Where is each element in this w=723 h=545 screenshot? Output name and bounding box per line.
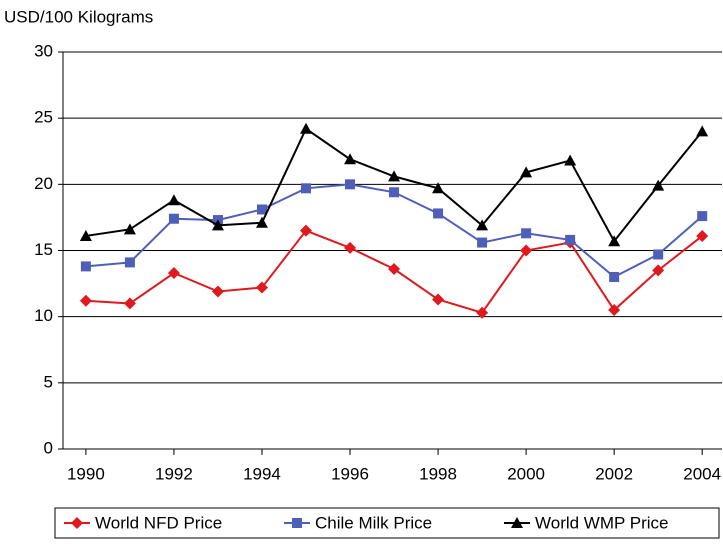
y-tick-label: 0 [44, 438, 53, 457]
data-point [608, 235, 621, 247]
y-tick-label: 5 [44, 372, 53, 391]
data-point [652, 179, 665, 191]
data-point [79, 294, 92, 307]
data-point [476, 219, 489, 231]
data-point [696, 229, 709, 242]
x-tick-label: 1990 [67, 464, 105, 483]
data-point [255, 216, 268, 228]
data-point [432, 293, 445, 306]
legend-marker [71, 517, 83, 529]
legend-label: World NFD Price [95, 513, 222, 532]
data-point [476, 306, 489, 319]
data-point [388, 263, 401, 276]
data-point [432, 182, 445, 194]
data-point [256, 204, 267, 215]
data-point [299, 224, 312, 237]
data-point [564, 154, 577, 166]
x-tick-label: 1996 [331, 464, 369, 483]
data-point [477, 237, 488, 248]
data-point [433, 208, 444, 219]
legend-box [54, 507, 720, 539]
data-point [79, 229, 92, 241]
data-point [299, 122, 312, 134]
data-point [80, 261, 91, 272]
x-tick-label: 2002 [595, 464, 633, 483]
data-point [344, 241, 357, 254]
data-point [565, 234, 576, 245]
data-point [608, 304, 621, 317]
y-tick-label: 25 [34, 108, 53, 127]
data-point [520, 244, 533, 257]
y-axis-label: USD/100 Kilograms [4, 7, 153, 26]
y-tick-label: 20 [34, 174, 53, 193]
data-point [345, 179, 356, 190]
x-tick-label: 1998 [419, 464, 457, 483]
data-point [520, 166, 533, 178]
data-point [255, 281, 268, 294]
y-tick-label: 10 [34, 306, 53, 325]
data-point [653, 249, 664, 260]
data-point [388, 170, 401, 182]
data-point [211, 219, 224, 231]
x-tick-label: 2000 [507, 464, 545, 483]
data-point [300, 183, 311, 194]
legend-marker [511, 517, 523, 528]
data-point [167, 194, 180, 206]
data-point [167, 266, 180, 279]
data-point [521, 228, 532, 239]
data-point [168, 213, 179, 224]
x-tick-label: 1992 [155, 464, 193, 483]
data-point [124, 257, 135, 268]
data-point [696, 125, 709, 137]
x-tick-label: 1994 [243, 464, 281, 483]
data-point [211, 285, 224, 298]
data-point [123, 297, 136, 310]
data-point [652, 264, 665, 277]
data-point [609, 271, 620, 282]
legend-label: Chile Milk Price [315, 513, 432, 532]
x-tick-label: 2004 [683, 464, 721, 483]
data-point [123, 223, 136, 235]
y-tick-label: 30 [34, 41, 53, 60]
y-tick-label: 15 [34, 240, 53, 259]
legend-label: World WMP Price [535, 513, 669, 532]
data-point [344, 153, 357, 165]
legend-marker [292, 518, 302, 528]
data-point [389, 187, 400, 198]
series-line [85, 127, 703, 244]
data-point [697, 211, 708, 222]
